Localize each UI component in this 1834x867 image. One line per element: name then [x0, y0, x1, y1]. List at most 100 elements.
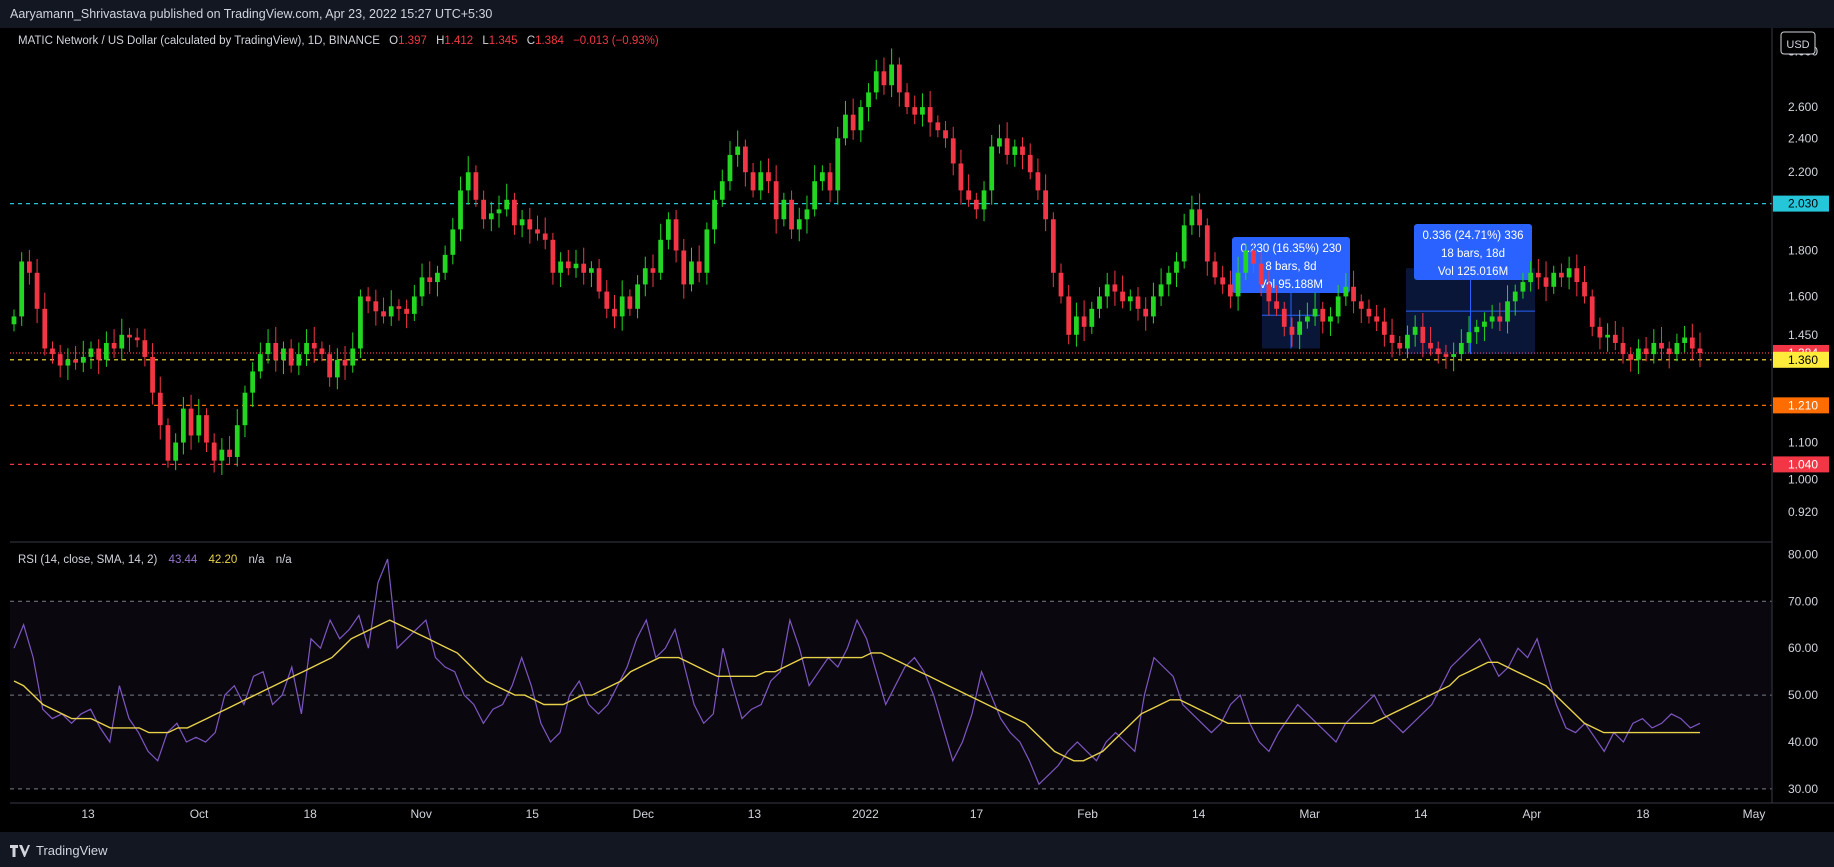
candle	[766, 158, 771, 194]
candle-body	[1358, 301, 1364, 309]
candle	[350, 332, 356, 373]
candle	[1366, 299, 1372, 324]
candle	[119, 318, 125, 361]
candle	[1289, 317, 1295, 347]
candle-body	[642, 268, 648, 285]
candle-body	[1104, 284, 1110, 297]
measurement-label-line1: 0.230 (16.35%) 230	[1240, 243, 1341, 255]
candle-body	[296, 354, 302, 366]
candle	[896, 57, 902, 107]
candle	[1520, 272, 1526, 299]
candle-body	[604, 291, 610, 309]
measurement-label-line2: 18 bars, 18d	[1441, 248, 1505, 260]
candle	[473, 165, 479, 207]
candle-body	[650, 268, 656, 273]
candle	[1104, 272, 1110, 309]
candle-body	[42, 308, 48, 349]
time-tick-label: Oct	[190, 807, 209, 821]
candle-body	[866, 92, 871, 108]
candle	[1081, 300, 1087, 342]
candle	[496, 195, 502, 228]
tradingview-brand[interactable]: TradingView	[10, 843, 108, 858]
candle-body	[1174, 261, 1179, 273]
candle-body	[88, 348, 94, 357]
measurement-label-line3: Vol 95.188M	[1259, 279, 1323, 291]
candle-body	[1659, 342, 1664, 349]
candle	[727, 141, 733, 191]
low-label: L	[482, 35, 489, 47]
price-tick-label: 1.450	[1788, 328, 1818, 342]
candle-body	[134, 337, 140, 341]
candle	[866, 83, 871, 122]
candle-body	[835, 138, 841, 191]
rsi-pane: 80.00 70.00 60.00 50.00 40.00 30.00	[10, 547, 1818, 796]
candle	[1066, 284, 1072, 345]
time-tick-label: 17	[970, 807, 984, 821]
candle-body	[1066, 296, 1072, 335]
candle-body	[1074, 316, 1079, 335]
candle-body	[1643, 348, 1649, 355]
candle-body	[488, 213, 494, 220]
candle	[1328, 307, 1333, 336]
candle	[404, 299, 410, 329]
candle	[435, 265, 440, 297]
candle	[227, 435, 232, 465]
candle-body	[1682, 337, 1687, 343]
candle	[966, 174, 972, 207]
candle	[1197, 193, 1202, 238]
candle	[165, 418, 171, 468]
candle	[1497, 302, 1503, 332]
candle	[481, 190, 487, 229]
currency-button[interactable]	[1780, 31, 1816, 55]
time-tick-label: 2022	[852, 807, 879, 821]
candle-body	[1020, 146, 1025, 155]
candle	[1551, 265, 1557, 294]
candle	[34, 258, 40, 324]
measurement-label-line1: 0.336 (24.71%) 336	[1422, 230, 1523, 242]
candle-body	[1204, 225, 1210, 262]
candle-body	[396, 306, 402, 309]
candle-body	[342, 359, 348, 366]
candle-body	[381, 311, 386, 317]
candle-body	[111, 342, 117, 349]
candle	[1420, 313, 1426, 358]
candle-body	[1612, 334, 1618, 343]
candle	[1482, 312, 1487, 342]
candle	[1227, 270, 1233, 309]
candle	[796, 207, 802, 242]
candle-body	[812, 181, 818, 210]
candle-body	[350, 348, 356, 366]
rsi-tick-label: 40.00	[1788, 735, 1818, 749]
candle	[881, 57, 887, 95]
candle-body	[150, 356, 155, 393]
candle-body	[596, 268, 602, 292]
candle-body	[704, 229, 710, 273]
price-tick-label: 2.600	[1788, 100, 1818, 114]
rsi-tick-label: 50.00	[1788, 688, 1818, 702]
candle-body	[1181, 225, 1187, 262]
measurement[interactable]: 0.230 (16.35%) 230 8 bars, 8d Vol 95.188M	[1232, 237, 1350, 349]
candle	[989, 134, 995, 205]
candle-body	[1566, 268, 1572, 278]
candle	[211, 433, 217, 473]
candle-body	[458, 190, 463, 230]
candle-body	[1697, 348, 1703, 353]
time-tick-label: 14	[1192, 807, 1206, 821]
rsi-sma-value: 42.20	[209, 554, 238, 566]
candle-body	[373, 301, 379, 312]
candle-body	[173, 442, 179, 461]
symbol-name: MATIC Network / US Dollar (calculated by…	[18, 35, 380, 47]
candle-body	[719, 181, 725, 200]
candle-body	[1089, 308, 1095, 327]
candle-body	[1482, 321, 1487, 327]
candle	[719, 169, 725, 207]
candle	[812, 165, 818, 217]
candle-body	[27, 261, 32, 273]
candle	[558, 252, 563, 288]
time-tick-label: Nov	[411, 807, 432, 821]
candle-body	[1258, 263, 1264, 285]
candle-body	[1505, 301, 1510, 322]
candle	[542, 217, 548, 250]
candle	[1035, 158, 1041, 200]
